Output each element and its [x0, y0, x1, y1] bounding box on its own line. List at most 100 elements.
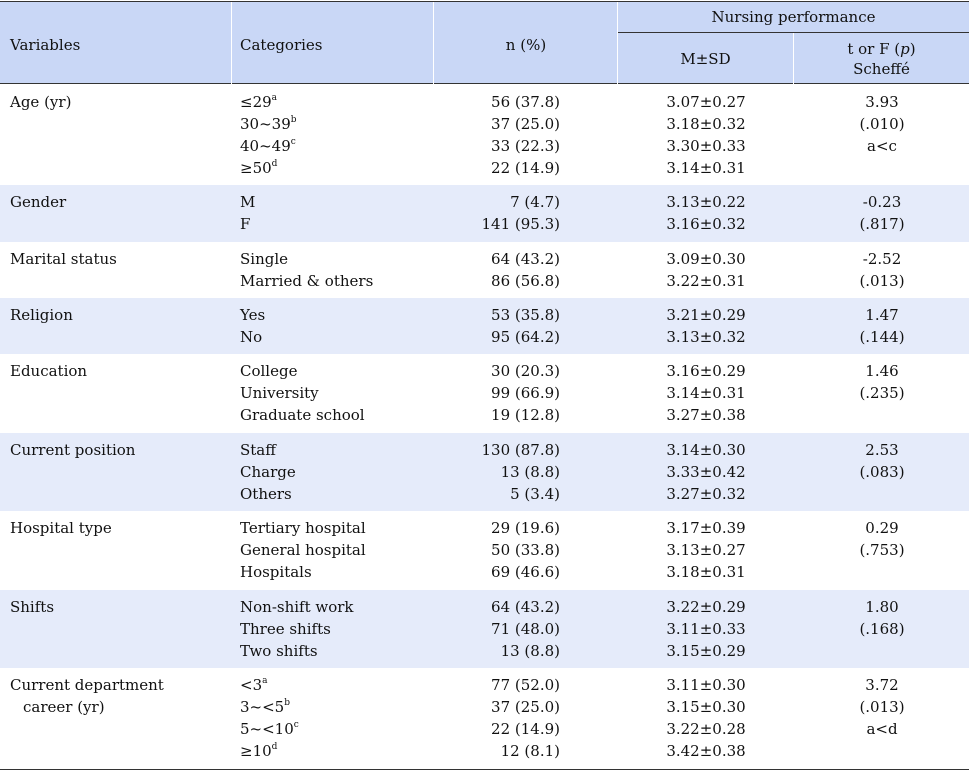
category-superscript: a [271, 93, 278, 103]
variable-cell-line: Current department [10, 676, 164, 694]
n-percent-cell-line: 12 (8.1) [500, 742, 560, 760]
n-percent-cell-line: 30 (20.3) [491, 362, 560, 380]
category-cell: Yes No [240, 304, 430, 348]
n-percent-cell-line: 141 (95.3) [481, 215, 560, 233]
n-percent-cell-line: 22 (14.9) [491, 159, 560, 177]
variable-cell-line: Age (yr) [10, 93, 72, 111]
n-percent-cell-line: 77 (52.0) [491, 676, 560, 694]
n-percent-cell: 130 (87.8) 13 (8.8) 5 (3.4) [434, 439, 560, 505]
mean-sd-cell: 3.21±0.29 3.13±0.32 [620, 304, 792, 348]
test-statistic-cell-line: (.235) [859, 384, 905, 402]
header-variables: Variables [10, 36, 81, 54]
category-label: 5~<10c [240, 720, 299, 738]
mean-sd-cell: 3.13±0.22 3.16±0.32 [620, 191, 792, 235]
variable-cell-line: career (yr) [23, 698, 105, 716]
table-header: Variables Categories n (%) Nursing perfo… [0, 1, 969, 84]
test-statistic-cell-line: -2.52 [862, 250, 902, 268]
header-scheffe: Scheffé [853, 60, 910, 78]
mean-sd-cell-line: 3.18±0.31 [666, 563, 746, 581]
test-statistic-cell: 1.80 (.168) [795, 596, 969, 640]
category-cell: Staff Charge Others [240, 439, 430, 505]
table-row: Religion Yes No 53 (35.8) 95 (64.2) 3.21±0.29… [0, 298, 969, 354]
category-cell: Non-shift work Three shifts Two shifts [240, 596, 430, 662]
category-label: M [240, 193, 256, 211]
variable-cell: Age (yr) [10, 91, 225, 113]
mean-sd-cell: 3.11±0.30 3.15±0.30 3.22±0.28 3.42±0.38 [620, 674, 792, 762]
test-statistic-cell-line: (.013) [859, 698, 905, 716]
test-statistic-cell: 0.29 (.753) [795, 517, 969, 561]
category-superscript: b [284, 698, 290, 708]
n-percent-cell-line: 69 (46.6) [491, 563, 560, 581]
n-percent-cell: 64 (43.2) 86 (56.8) [434, 248, 560, 292]
mean-sd-cell-line: 3.15±0.30 [666, 698, 746, 716]
table-row: Marital status Single Married & others 64 (… [0, 242, 969, 298]
test-statistic-cell: -2.52 (.013) [795, 248, 969, 292]
test-statistic-cell: 2.53 (.083) [795, 439, 969, 483]
header-nursing-performance: Nursing performance [711, 8, 876, 26]
mean-sd-cell-line: 3.33±0.42 [666, 463, 746, 481]
mean-sd-cell-line: 3.14±0.30 [666, 441, 746, 459]
category-label: 40~49c [240, 137, 296, 155]
mean-sd-cell: 3.14±0.30 3.33±0.42 3.27±0.32 [620, 439, 792, 505]
category-label: Hospitals [240, 563, 312, 581]
table-row: Age (yr) ≤29a 30~39b 40~49c ≥50d 56 (37.8) 37 … [0, 85, 969, 185]
mean-sd-cell-line: 3.22±0.31 [666, 272, 746, 290]
n-percent-cell-line: 7 (4.7) [510, 193, 560, 211]
n-percent-cell-line: 33 (22.3) [491, 137, 560, 155]
variable-cell: Hospital type [10, 517, 225, 539]
variable-cell: Current position [10, 439, 225, 461]
mean-sd-cell-line: 3.22±0.28 [666, 720, 746, 738]
header-mean-sd: M±SD [680, 50, 731, 68]
header-test-statistic: t or F (p) [847, 40, 916, 58]
mean-sd-cell-line: 3.27±0.38 [666, 406, 746, 424]
category-superscript: d [271, 159, 278, 169]
category-superscript: b [290, 115, 297, 125]
variable-cell: Current department career (yr) [10, 674, 225, 718]
n-percent-cell: 56 (37.8) 37 (25.0) 33 (22.3) 22 (14.9) [434, 91, 560, 179]
table-row: Hospital type Tertiary hospital General ho… [0, 511, 969, 590]
test-statistic-cell: 1.47 (.144) [795, 304, 969, 348]
n-percent-cell-line: 37 (25.0) [491, 698, 560, 716]
n-percent-cell: 64 (43.2) 71 (48.0) 13 (8.8) [434, 596, 560, 662]
n-percent-cell-line: 29 (19.6) [491, 519, 560, 537]
n-percent-cell: 7 (4.7) 141 (95.3) [434, 191, 560, 235]
test-statistic-cell-line: 2.53 [865, 441, 899, 459]
category-cell: College University Graduate school [240, 360, 430, 426]
test-statistic-cell-line: 1.46 [865, 362, 899, 380]
mean-sd-cell-line: 3.14±0.31 [666, 384, 746, 402]
category-label: Married & others [240, 272, 374, 290]
category-label: Single [240, 250, 289, 268]
variable-cell-line: Hospital type [10, 519, 112, 537]
mean-sd-cell-line: 3.27±0.32 [666, 485, 746, 503]
mean-sd-cell-line: 3.16±0.29 [666, 362, 746, 380]
category-label: Three shifts [240, 620, 331, 638]
category-label: 3~<5b [240, 698, 290, 716]
category-superscript: c [290, 137, 296, 147]
category-label: Staff [240, 441, 276, 459]
mean-sd-cell-line: 3.13±0.32 [666, 328, 746, 346]
mean-sd-cell: 3.17±0.39 3.13±0.27 3.18±0.31 [620, 517, 792, 583]
mean-sd-cell: 3.09±0.30 3.22±0.31 [620, 248, 792, 292]
table-row: Education College University Graduate schoo… [0, 354, 969, 433]
table-row: Current position Staff Charge Others 130 (87… [0, 433, 969, 511]
category-label: 30~39b [240, 115, 297, 133]
test-statistic-cell-line: (.168) [859, 620, 905, 638]
category-cell: <3a 3~<5b 5~<10c ≥10d [240, 674, 430, 762]
n-percent-cell-line: 37 (25.0) [491, 115, 560, 133]
mean-sd-cell-line: 3.15±0.29 [666, 642, 746, 660]
mean-sd-cell-line: 3.22±0.29 [666, 598, 746, 616]
category-label: <3a [240, 676, 268, 694]
variable-cell: Education [10, 360, 225, 382]
variable-cell: Gender [10, 191, 225, 213]
category-label: Non-shift work [240, 598, 354, 616]
test-statistic-cell: 3.93 (.010) a<c [795, 91, 969, 157]
test-statistic-cell: -0.23 (.817) [795, 191, 969, 235]
category-label: University [240, 384, 319, 402]
test-statistic-cell-line: 1.47 [865, 306, 899, 324]
n-percent-cell-line: 53 (35.8) [491, 306, 560, 324]
mean-sd-cell: 3.22±0.29 3.11±0.33 3.15±0.29 [620, 596, 792, 662]
n-percent-cell: 29 (19.6) 50 (33.8) 69 (46.6) [434, 517, 560, 583]
test-statistic-cell-line: -0.23 [862, 193, 902, 211]
n-percent-cell-line: 64 (43.2) [491, 598, 560, 616]
